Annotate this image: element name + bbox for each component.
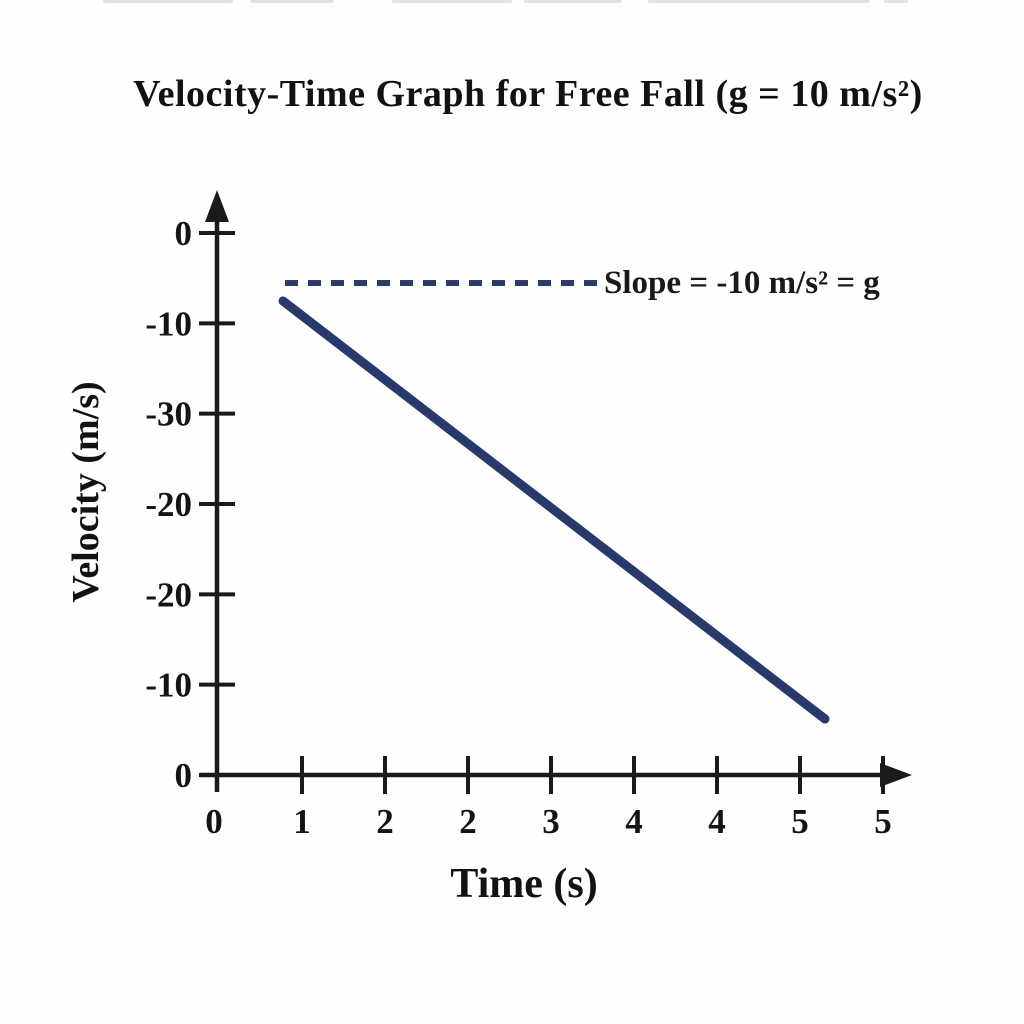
x-tick-label: 2 xyxy=(459,802,477,841)
top-edge-fragment xyxy=(524,0,622,3)
top-edge-fragment xyxy=(250,0,334,3)
y-tick-label: -20 xyxy=(145,485,192,524)
x-tick-label: 4 xyxy=(625,802,643,841)
x-tick-label: 5 xyxy=(874,802,892,841)
y-tick-label: 0 xyxy=(175,214,193,253)
chart-title: Velocity-Time Graph for Free Fall (g = 1… xyxy=(133,73,923,115)
y-axis-arrowhead-icon xyxy=(205,190,229,222)
y-tick-label: -20 xyxy=(145,575,192,614)
top-edge-fragment xyxy=(392,0,512,3)
x-tick-label: 2 xyxy=(376,802,394,841)
y-tick-label: -10 xyxy=(145,304,192,343)
top-edge-fragment xyxy=(103,0,233,3)
top-edge-fragment xyxy=(884,0,908,3)
slope-annotation: Slope = -10 m/s² = g xyxy=(604,264,880,301)
y-axis-title: Velocity (m/s) xyxy=(65,381,107,603)
x-tick-label: 0 xyxy=(205,802,223,841)
y-tick-label: 0 xyxy=(175,756,193,795)
velocity-line xyxy=(278,296,830,724)
y-tick-label: -30 xyxy=(145,395,192,434)
x-tick-label: 4 xyxy=(708,802,726,841)
x-tick-label: 3 xyxy=(542,802,560,841)
x-axis-title: Time (s) xyxy=(450,861,598,907)
y-tick-label: -10 xyxy=(145,666,192,705)
x-tick-label: 1 xyxy=(293,802,311,841)
x-axis-arrowhead-icon xyxy=(880,763,912,787)
x-tick-label: 5 xyxy=(791,802,809,841)
top-edge-crop-artifacts xyxy=(0,0,1024,6)
top-edge-fragment xyxy=(648,0,870,3)
